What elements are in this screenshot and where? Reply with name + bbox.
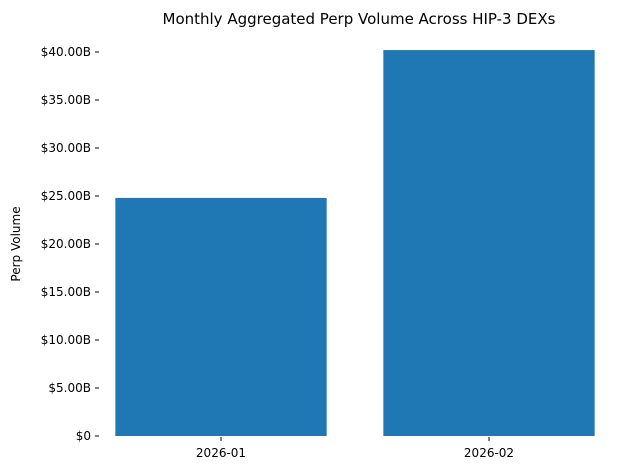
y-tick-label: $35.00B	[41, 93, 91, 107]
chart-title: Monthly Aggregated Perp Volume Across HI…	[163, 10, 556, 28]
y-tick-label: $5.00B	[48, 381, 91, 395]
x-tick-label: 2026-02	[464, 446, 514, 460]
bar-2026-02	[383, 50, 595, 436]
x-tick-label: 2026-01	[196, 446, 246, 460]
y-tick-label: $10.00B	[41, 333, 91, 347]
bar-2026-01	[115, 197, 327, 436]
y-tick-label: $0	[76, 429, 91, 443]
y-tick-label: $25.00B	[41, 189, 91, 203]
y-axis-ticks: $0 $5.00B $10.00B $15.00B $20.00B $25.00B $30.…	[41, 45, 99, 443]
y-tick-label: $15.00B	[41, 285, 91, 299]
y-tick-label: $30.00B	[41, 141, 91, 155]
bars	[115, 50, 595, 436]
y-tick-label: $20.00B	[41, 237, 91, 251]
y-tick-label: $40.00B	[41, 45, 91, 59]
x-axis-ticks: 2026-01 2026-02	[196, 437, 514, 460]
y-axis-label: Perp Volume	[9, 206, 23, 281]
